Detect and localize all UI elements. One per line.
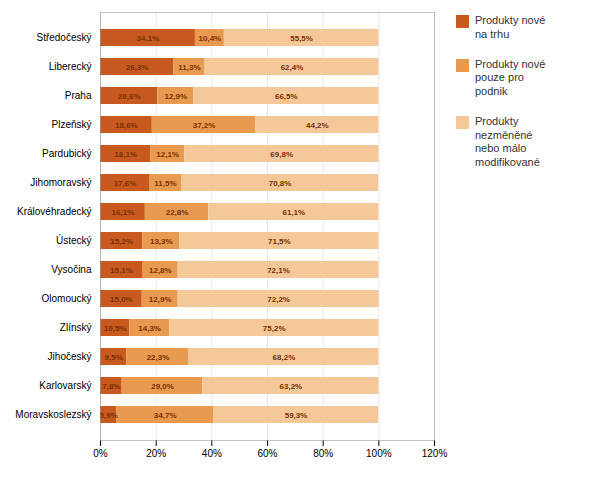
svg-text:16,1%: 16,1% xyxy=(112,208,135,217)
svg-text:Karlovarský: Karlovarský xyxy=(39,380,91,391)
svg-text:11,3%: 11,3% xyxy=(178,63,200,72)
svg-text:44,2%: 44,2% xyxy=(306,121,329,130)
svg-text:34,1%: 34,1% xyxy=(137,34,160,43)
svg-text:22,8%: 22,8% xyxy=(166,208,189,217)
svg-text:Plzeňský: Plzeňský xyxy=(51,119,91,130)
svg-text:Moravskoslezský: Moravskoslezský xyxy=(15,409,91,420)
svg-text:11,5%: 11,5% xyxy=(154,179,176,188)
svg-text:Ústecký: Ústecký xyxy=(56,234,92,246)
svg-text:63,2%: 63,2% xyxy=(280,382,303,391)
svg-text:61,1%: 61,1% xyxy=(282,208,305,217)
svg-text:37,2%: 37,2% xyxy=(193,121,216,130)
svg-text:5,9%: 5,9% xyxy=(100,411,118,420)
svg-text:10,5%: 10,5% xyxy=(104,324,127,333)
svg-text:15,1%: 15,1% xyxy=(110,266,133,275)
svg-text:13,3%: 13,3% xyxy=(150,237,173,246)
svg-text:17,6%: 17,6% xyxy=(114,179,137,188)
svg-text:22,3%: 22,3% xyxy=(147,353,170,362)
svg-text:7,8%: 7,8% xyxy=(102,382,120,391)
svg-text:15,0%: 15,0% xyxy=(110,295,133,304)
html-text:Produkty nezměněné nebo málo m: Produkty nezměněné nebo málo modifikovan… xyxy=(475,114,540,168)
svg-text:100%: 100% xyxy=(366,448,392,459)
svg-text:75,2%: 75,2% xyxy=(263,324,286,333)
html-text:Produkty nové pouze pro podnik: Produkty nové pouze pro podnik xyxy=(475,57,546,97)
svg-text:Zlínský: Zlínský xyxy=(60,322,92,333)
svg-text:55,5%: 55,5% xyxy=(290,34,313,43)
svg-text:26,3%: 26,3% xyxy=(126,63,149,72)
svg-text:0%: 0% xyxy=(93,448,108,459)
svg-text:Praha: Praha xyxy=(65,90,92,101)
svg-text:Olomoucký: Olomoucký xyxy=(41,293,91,304)
svg-text:69,8%: 69,8% xyxy=(270,150,293,159)
svg-text:18,1%: 18,1% xyxy=(114,150,137,159)
svg-text:20,6%: 20,6% xyxy=(118,92,141,101)
svg-text:62,4%: 62,4% xyxy=(281,63,304,72)
svg-text:14,3%: 14,3% xyxy=(138,324,161,333)
svg-text:80%: 80% xyxy=(313,448,333,459)
html-text:Produkty nové na trhu: Produkty nové na trhu xyxy=(475,14,546,40)
svg-text:Pardubický: Pardubický xyxy=(42,148,91,159)
svg-text:60%: 60% xyxy=(257,448,277,459)
svg-text:66,5%: 66,5% xyxy=(275,92,298,101)
svg-text:Královéhradecký: Královéhradecký xyxy=(17,206,91,217)
svg-text:29,0%: 29,0% xyxy=(151,382,174,391)
svg-text:72,2%: 72,2% xyxy=(267,295,290,304)
svg-text:15,2%: 15,2% xyxy=(110,237,133,246)
svg-text:9,5%: 9,5% xyxy=(105,353,123,362)
svg-text:Středočeský: Středočeský xyxy=(36,32,91,43)
svg-text:Liberecký: Liberecký xyxy=(49,61,92,72)
svg-text:Vysočina: Vysočina xyxy=(51,264,92,275)
svg-text:20%: 20% xyxy=(146,448,166,459)
svg-text:12,9%: 12,9% xyxy=(164,92,187,101)
svg-text:72,1%: 72,1% xyxy=(267,266,290,275)
svg-text:12,9%: 12,9% xyxy=(149,295,172,304)
svg-text:Jihomoravský: Jihomoravský xyxy=(30,177,91,188)
svg-text:10,4%: 10,4% xyxy=(199,34,222,43)
svg-text:34,7%: 34,7% xyxy=(154,411,177,420)
svg-text:12,1%: 12,1% xyxy=(156,150,179,159)
svg-text:70,8%: 70,8% xyxy=(269,179,292,188)
svg-text:59,3%: 59,3% xyxy=(285,411,308,420)
svg-text:71,5%: 71,5% xyxy=(268,237,291,246)
svg-text:18,6%: 18,6% xyxy=(115,121,138,130)
svg-text:Jihočeský: Jihočeský xyxy=(48,351,92,362)
svg-text:120%: 120% xyxy=(422,448,448,459)
svg-text:40%: 40% xyxy=(202,448,222,459)
svg-text:68,2%: 68,2% xyxy=(273,353,296,362)
svg-text:12,8%: 12,8% xyxy=(149,266,172,275)
